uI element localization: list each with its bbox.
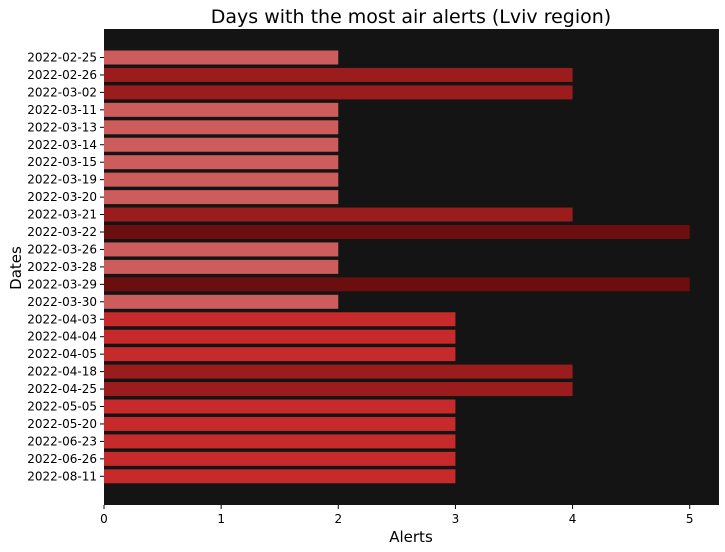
y-tick-label: 2022-03-15 [27, 155, 97, 169]
y-tick-label: 2022-04-25 [27, 382, 97, 396]
y-tick-label: 2022-03-26 [27, 242, 97, 256]
bar-2022-08-11 [104, 469, 456, 484]
bar-2022-04-05 [104, 347, 456, 362]
bars-group [104, 50, 690, 484]
x-tick-label: 0 [100, 512, 108, 526]
bar-2022-03-14 [104, 137, 339, 152]
y-tick-label: 2022-03-20 [27, 190, 97, 204]
x-ticks-group: 0 1 2 3 4 5 [100, 505, 694, 526]
y-tick-label: 2022-05-05 [27, 400, 97, 414]
bar-2022-02-26 [104, 67, 573, 82]
bar-2022-06-26 [104, 451, 456, 466]
bar-2022-04-03 [104, 312, 456, 327]
y-tick-label: 2022-04-05 [27, 347, 97, 361]
bar-2022-03-26 [104, 242, 339, 257]
bar-2022-03-29 [104, 277, 690, 292]
y-axis-label: Dates [7, 246, 25, 290]
bar-2022-03-28 [104, 259, 339, 274]
y-tick-label: 2022-03-29 [27, 277, 97, 291]
y-ticks-group: 2022-02-25 2022-02-26 2022-03-02 2022-03-11… [27, 51, 104, 483]
y-tick-label: 2022-06-23 [27, 434, 97, 448]
bar-2022-02-25 [104, 50, 339, 65]
y-tick-label: 2022-03-14 [27, 138, 97, 152]
bar-2022-05-20 [104, 416, 456, 431]
x-tick-label: 1 [217, 512, 225, 526]
y-tick-label: 2022-03-22 [27, 225, 97, 239]
y-tick-label: 2022-06-26 [27, 452, 97, 466]
y-tick-label: 2022-03-02 [27, 85, 97, 99]
y-tick-label: 2022-03-21 [27, 208, 97, 222]
y-tick-label: 2022-04-04 [27, 330, 97, 344]
bar-2022-03-02 [104, 85, 573, 100]
y-tick-label: 2022-03-28 [27, 260, 97, 274]
x-axis-label: Alerts [389, 528, 433, 546]
y-tick-label: 2022-04-18 [27, 365, 97, 379]
y-tick-label: 2022-08-11 [27, 469, 97, 483]
y-tick-label: 2022-03-30 [27, 295, 97, 309]
x-tick-label: 2 [334, 512, 342, 526]
y-tick-label: 2022-03-13 [27, 120, 97, 134]
bar-2022-04-04 [104, 329, 456, 344]
bar-2022-03-15 [104, 155, 339, 170]
bar-2022-03-30 [104, 294, 339, 309]
bar-2022-03-21 [104, 207, 573, 222]
y-tick-label: 2022-05-20 [27, 417, 97, 431]
bar-2022-03-11 [104, 102, 339, 117]
chart-title: Days with the most air alerts (Lviv regi… [211, 6, 611, 28]
y-tick-label: 2022-02-25 [27, 51, 97, 65]
x-tick-label: 3 [452, 512, 460, 526]
x-tick-label: 5 [686, 512, 694, 526]
y-tick-label: 2022-03-19 [27, 173, 97, 187]
y-tick-label: 2022-03-11 [27, 103, 97, 117]
bar-2022-03-13 [104, 120, 339, 135]
bar-2022-04-18 [104, 364, 573, 379]
bar-2022-03-19 [104, 172, 339, 187]
bar-2022-03-22 [104, 225, 690, 239]
bar-2022-04-25 [104, 382, 573, 397]
bar-2022-03-20 [104, 190, 339, 205]
y-tick-label: 2022-02-26 [27, 68, 97, 82]
bar-2022-06-23 [104, 434, 456, 449]
y-tick-label: 2022-04-03 [27, 312, 97, 326]
bar-2022-05-05 [104, 399, 456, 414]
x-tick-label: 4 [569, 512, 577, 526]
